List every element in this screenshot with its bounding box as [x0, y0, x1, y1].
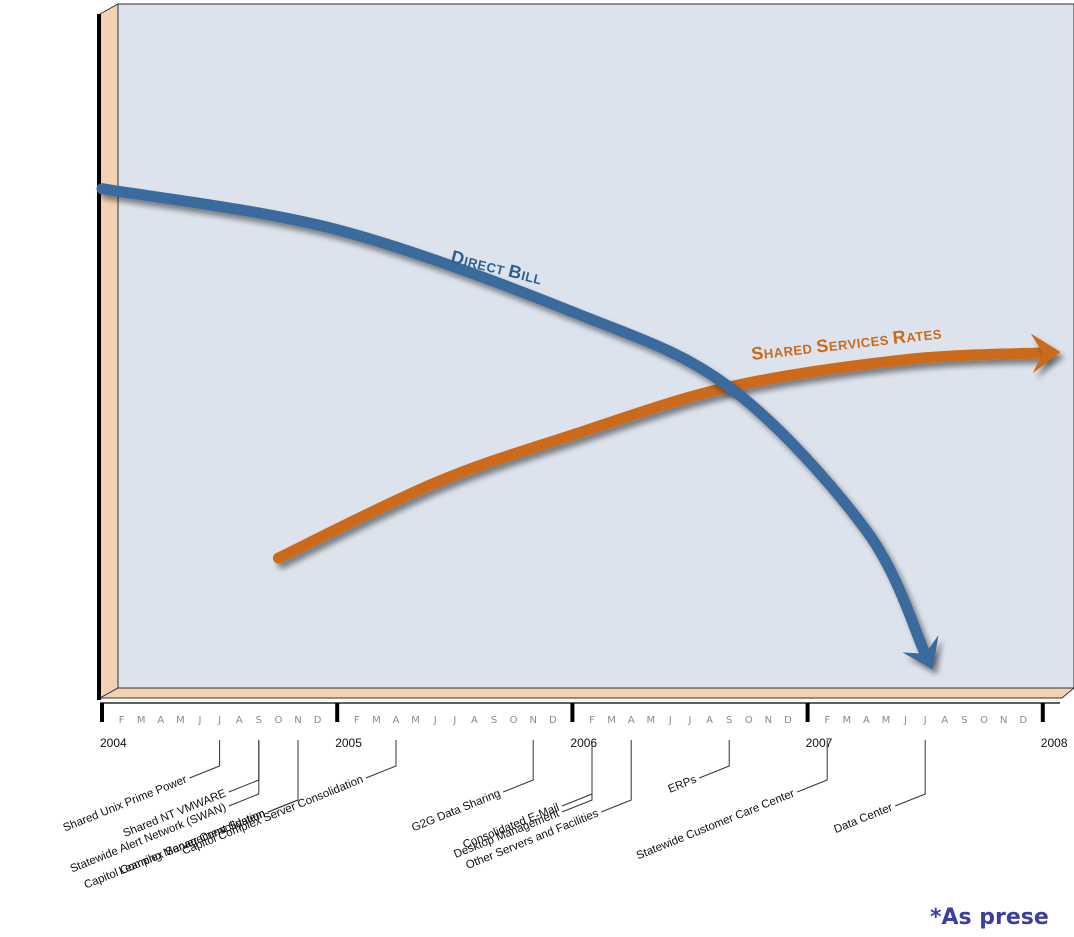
milestone-leader	[228, 740, 260, 807]
month-tick-label: A	[393, 715, 400, 726]
month-tick-label: J	[217, 715, 221, 726]
month-tick-label: F	[119, 715, 125, 726]
year-label: 2006	[570, 736, 597, 750]
month-tick-label: N	[529, 715, 536, 726]
month-tick-label: A	[941, 715, 948, 726]
year-label: 2005	[335, 736, 362, 750]
month-tick-label: J	[433, 715, 437, 726]
month-tick-label: F	[354, 715, 360, 726]
series-label-shared-services-rates: SHARED SERVICES RATES	[750, 322, 943, 364]
month-tick-label: S	[256, 715, 262, 726]
arrowhead-shared-services-rates	[1030, 333, 1061, 374]
month-tick-label: A	[863, 715, 870, 726]
month-tick-label: F	[589, 715, 595, 726]
month-tick-label: M	[372, 715, 381, 726]
left-wall	[99, 3, 119, 699]
month-tick-label: O	[274, 715, 282, 726]
milestone-leader	[503, 740, 534, 793]
chart-frame	[97, 3, 1074, 700]
milestone-leader	[365, 740, 397, 779]
series-layer	[96, 183, 1061, 670]
month-tick-label: F	[824, 715, 830, 726]
milestone-leader	[228, 740, 260, 793]
milestone-leader	[797, 740, 828, 793]
month-tick-label: A	[157, 715, 164, 726]
back-panel	[117, 3, 1074, 689]
series-line-shared-services-rates	[272, 347, 1049, 564]
month-tick-label: D	[1019, 715, 1027, 726]
month-tick-label: M	[646, 715, 655, 726]
month-tick-label: S	[726, 715, 732, 726]
month-tick-label: O	[745, 715, 753, 726]
month-tick-label: J	[198, 715, 202, 726]
month-tick-label: O	[510, 715, 518, 726]
month-tick-label: A	[471, 715, 478, 726]
milestone-leader	[895, 740, 926, 807]
milestone-leader	[699, 740, 730, 779]
arrowhead-direct-bill	[902, 635, 939, 670]
milestone-leader	[561, 740, 593, 813]
month-tick-label: A	[236, 715, 243, 726]
milestone-label: ERPs	[667, 774, 699, 796]
year-label: 2004	[100, 736, 127, 750]
month-tick-label: D	[549, 715, 557, 726]
year-label: 2007	[806, 736, 833, 750]
month-tick-label: N	[294, 715, 301, 726]
month-tick-label: M	[411, 715, 420, 726]
milestone-label: Statewide Customer Care Center	[635, 788, 797, 863]
month-tick-label: M	[176, 715, 185, 726]
month-tick-label: D	[784, 715, 792, 726]
month-tick-label: D	[314, 715, 322, 726]
floor	[98, 687, 1074, 699]
milestone-label: G2G Data Sharing	[410, 788, 502, 835]
month-tick-label: N	[765, 715, 772, 726]
month-tick-label: A	[706, 715, 713, 726]
month-tick-label: J	[452, 715, 456, 726]
month-tick-label: N	[1000, 715, 1007, 726]
milestone-leader	[267, 740, 299, 813]
year-label: 2008	[1041, 736, 1068, 750]
series-line-direct-bill	[96, 183, 931, 660]
milestone-leader	[189, 740, 221, 779]
milestone-leader	[601, 740, 632, 813]
month-tick-label: J	[688, 715, 692, 726]
month-tick-label: A	[628, 715, 635, 726]
month-tick-label: M	[882, 715, 891, 726]
month-tick-label: M	[842, 715, 851, 726]
month-tick-label: J	[903, 715, 907, 726]
month-tick-label: S	[961, 715, 967, 726]
month-tick-label: S	[491, 715, 497, 726]
month-tick-label: J	[923, 715, 927, 726]
month-tick-label: J	[668, 715, 672, 726]
month-tick-label: M	[607, 715, 616, 726]
month-tick-label: M	[137, 715, 146, 726]
milestone-label: Data Center	[832, 802, 894, 836]
footnote: *As prese	[930, 905, 1049, 930]
month-tick-label: O	[980, 715, 988, 726]
